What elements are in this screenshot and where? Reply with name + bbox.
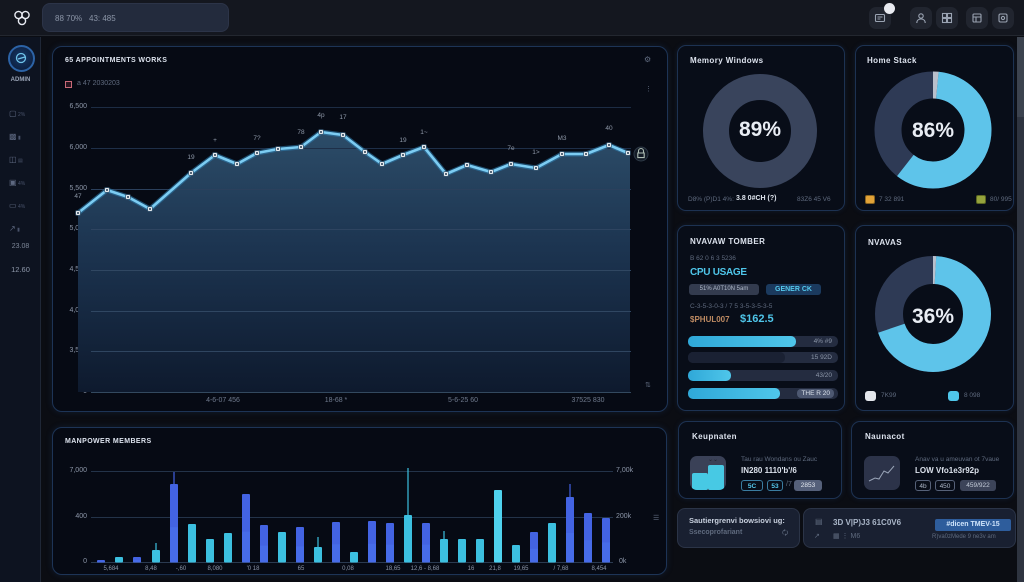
svg-text:40: 40: [605, 125, 613, 132]
svg-text:1>: 1>: [532, 149, 540, 156]
svg-text:47: 47: [74, 193, 82, 200]
svg-text:19: 19: [187, 154, 195, 161]
svg-text:78: 78: [297, 129, 305, 136]
svg-text:1~: 1~: [420, 129, 428, 136]
svg-text:+: +: [213, 137, 217, 144]
svg-text:M3: M3: [557, 135, 566, 142]
svg-text:4p: 4p: [317, 112, 325, 119]
svg-text:19: 19: [399, 137, 407, 144]
svg-text:7e: 7e: [507, 145, 515, 152]
svg-text:17: 17: [339, 114, 347, 121]
svg-text:7?: 7?: [253, 135, 261, 142]
